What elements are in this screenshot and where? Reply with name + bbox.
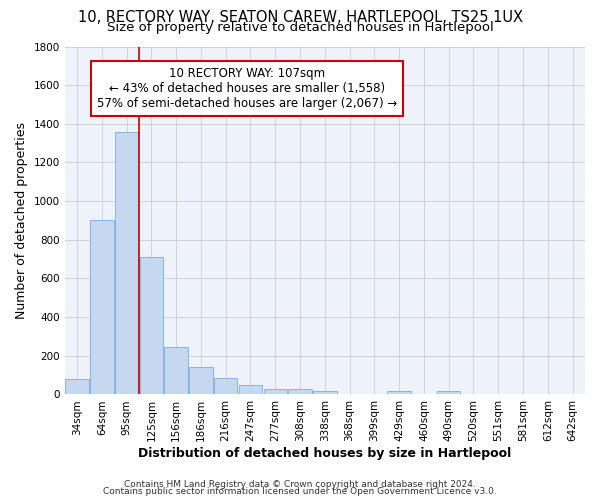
Bar — [189, 368, 213, 394]
Bar — [239, 385, 262, 394]
Bar — [115, 132, 139, 394]
Text: 10, RECTORY WAY, SEATON CAREW, HARTLEPOOL, TS25 1UX: 10, RECTORY WAY, SEATON CAREW, HARTLEPOO… — [77, 10, 523, 25]
Text: 10 RECTORY WAY: 107sqm
← 43% of detached houses are smaller (1,558)
57% of semi-: 10 RECTORY WAY: 107sqm ← 43% of detached… — [97, 68, 397, 110]
Bar — [263, 388, 287, 394]
Text: Contains HM Land Registry data © Crown copyright and database right 2024.: Contains HM Land Registry data © Crown c… — [124, 480, 476, 489]
Bar — [140, 257, 163, 394]
Y-axis label: Number of detached properties: Number of detached properties — [15, 122, 28, 319]
Bar — [288, 388, 312, 394]
Text: Contains public sector information licensed under the Open Government Licence v3: Contains public sector information licen… — [103, 487, 497, 496]
Bar — [90, 220, 113, 394]
Bar — [313, 391, 337, 394]
Text: Size of property relative to detached houses in Hartlepool: Size of property relative to detached ho… — [107, 21, 493, 34]
Bar — [164, 347, 188, 395]
Bar — [65, 379, 89, 394]
X-axis label: Distribution of detached houses by size in Hartlepool: Distribution of detached houses by size … — [138, 447, 511, 460]
Bar — [214, 378, 238, 394]
Bar — [437, 391, 460, 394]
Bar — [388, 390, 411, 394]
